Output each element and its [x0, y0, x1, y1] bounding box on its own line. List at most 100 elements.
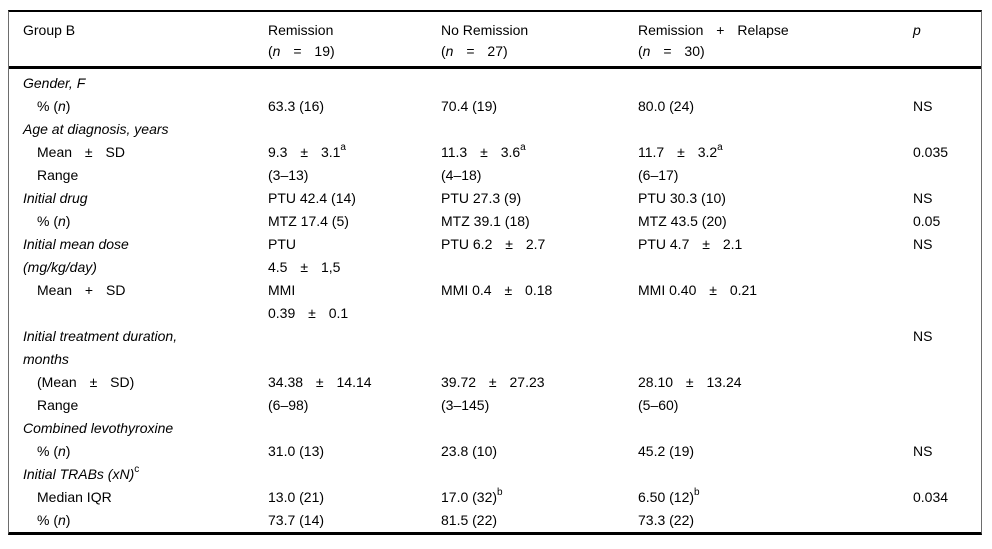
table-cell: [638, 463, 913, 486]
text-run: Group B: [23, 22, 76, 38]
text-run: = 30): [650, 43, 705, 59]
table-cell: [638, 256, 913, 279]
header-cell-3: Remission + Relapse (n = 30): [638, 20, 913, 62]
text-run: 4.5: [268, 259, 288, 275]
table-cell: 0.035: [913, 141, 981, 164]
table-cell: [268, 72, 441, 95]
text-run: NS: [913, 443, 933, 459]
table-row: % (n) 73.7 (14) 81.5 (22) 73.3 (22): [23, 509, 981, 532]
table-cell: Age at diagnosis, years: [23, 118, 268, 141]
text-run: (4–18): [441, 167, 482, 183]
text-run: ±: [689, 236, 723, 252]
table-row: Mean ± SD 9.3 ± 3.1a 11.3 ± 3.6a 11.7 ± 3.2…: [23, 141, 981, 164]
text-run: NS: [913, 98, 933, 114]
text-run: = 27): [453, 43, 508, 59]
text-run: ±: [287, 144, 321, 160]
text-run: 80.0 (24): [638, 98, 695, 114]
table-row: Age at diagnosis, years: [23, 118, 981, 141]
text-run: n: [445, 43, 454, 59]
text-run: PTU 27.3 (9): [441, 190, 522, 206]
table-cell: [913, 256, 981, 279]
text-run: PTU: [268, 236, 296, 252]
text-run: Initial TRABs (xN): [23, 466, 135, 482]
text-run: % (: [37, 443, 58, 459]
table-cell: 23.8 (10): [441, 440, 638, 463]
text-run: NS: [913, 328, 933, 344]
table-cell: 0.39 ± 0.1: [268, 302, 441, 325]
text-run: NS: [913, 236, 933, 252]
table-cell: [913, 463, 981, 486]
footnote-marker: a: [520, 142, 526, 154]
text-run: 27.23: [509, 374, 545, 390]
footnote-marker: b: [497, 487, 503, 499]
table-cell: PTU 27.3 (9): [441, 187, 638, 210]
table-cell: MTZ 43.5 (20): [638, 210, 913, 233]
table-cell: [913, 118, 981, 141]
footnote-marker: a: [340, 142, 346, 154]
text-run: MMI 0.4: [441, 282, 492, 298]
text-run: ): [65, 512, 71, 528]
table-cell: [268, 118, 441, 141]
table-row: (mg/kg/day) 4.5 ± 1,5: [23, 256, 981, 279]
table-cell: 81.5 (22): [441, 509, 638, 532]
table-cell: Initial mean dose: [23, 233, 268, 256]
text-run: 0.035: [913, 144, 949, 160]
text-run: Mean: [37, 144, 73, 160]
text-run: n: [272, 43, 281, 59]
text-run: MTZ 39.1 (18): [441, 213, 530, 229]
text-run: PTU 30.3 (10): [638, 190, 726, 206]
table-row: 0.39 ± 0.1: [23, 302, 981, 325]
text-run: (3–13): [268, 167, 309, 183]
table-cell: MTZ 17.4 (5): [268, 210, 441, 233]
text-run: 9.3: [268, 144, 288, 160]
text-run: 34.38: [268, 374, 304, 390]
text-run: 0.1: [328, 305, 349, 321]
table-body: Gender, F% (n) 63.3 (16) 70.4 (19) 80.0 (24…: [9, 69, 981, 532]
table-cell: [23, 302, 268, 325]
text-run: +: [703, 22, 738, 38]
table-cell: Initial drug: [23, 187, 268, 210]
table-row: % (n) 31.0 (13) 23.8 (10) 45.2 (19) NS: [23, 440, 981, 463]
table-cell: MTZ 39.1 (18): [441, 210, 638, 233]
header-cell-0: Group B: [23, 20, 268, 62]
table-cell: Median IQR: [23, 486, 268, 509]
text-run: NS: [913, 190, 933, 206]
text-run: 3.1: [320, 144, 341, 160]
text-run: Median IQR: [37, 489, 112, 505]
text-run: 45.2 (19): [638, 443, 695, 459]
table-cell: NS: [913, 440, 981, 463]
header-cell-1: Remission (n = 19): [268, 20, 441, 62]
text-run: n: [58, 98, 66, 114]
text-run: 23.8 (10): [441, 443, 498, 459]
table-cell: [638, 348, 913, 371]
table-cell: MMI 0.40 ± 0.21: [638, 279, 913, 302]
table-header: Group B Remission (n = 19) No Remission (n =…: [9, 12, 981, 69]
text-run: ±: [303, 374, 337, 390]
text-run: ): [65, 213, 71, 229]
table-cell: 4.5 ± 1,5: [268, 256, 441, 279]
table-cell: [441, 256, 638, 279]
table-cell: (4–18): [441, 164, 638, 187]
text-run: % (: [37, 98, 58, 114]
text-run: (mg/kg/day): [23, 259, 97, 275]
table-cell: Mean + SD: [23, 279, 268, 302]
table-cell: (Mean ± SD): [23, 371, 268, 394]
table-cell: [913, 72, 981, 95]
table-cell: MMI: [268, 279, 441, 302]
table-cell: [913, 302, 981, 325]
text-run: 73.3 (22): [638, 512, 695, 528]
text-run: 6.50 (12): [638, 489, 695, 505]
text-run: (: [268, 43, 273, 59]
table-cell: [268, 325, 441, 348]
text-run: (6–17): [638, 167, 679, 183]
header-cell-2: No Remission (n = 27): [441, 20, 638, 62]
header-sample-size: (n = 27): [441, 41, 638, 62]
text-run: SD: [106, 282, 126, 298]
text-run: ±: [696, 282, 730, 298]
text-run: Initial treatment duration,: [23, 328, 178, 344]
text-run: Combined levothyroxine: [23, 420, 174, 436]
table-cell: 73.7 (14): [268, 509, 441, 532]
table-cell: 11.3 ± 3.6a: [441, 141, 638, 164]
text-run: 39.72: [441, 374, 477, 390]
table-cell: PTU: [268, 233, 441, 256]
